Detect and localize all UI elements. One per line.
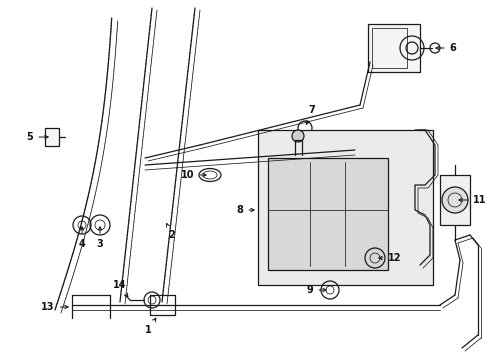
Text: 14: 14 (113, 280, 127, 297)
Text: 4: 4 (79, 227, 85, 249)
Bar (367, 24, 419, 72)
Circle shape (291, 130, 304, 142)
Circle shape (441, 187, 467, 213)
Bar (267, 158, 387, 270)
Text: 11: 11 (458, 195, 486, 205)
Text: 3: 3 (97, 227, 103, 249)
Text: 8: 8 (236, 205, 254, 215)
Text: 2: 2 (166, 224, 175, 240)
Text: 13: 13 (41, 302, 68, 312)
Text: 1: 1 (144, 318, 156, 335)
Text: 10: 10 (181, 170, 206, 180)
Text: 9: 9 (306, 285, 325, 295)
Bar (439, 175, 469, 225)
Text: 12: 12 (378, 253, 401, 263)
Bar (45, 128, 59, 146)
Text: 6: 6 (435, 43, 455, 53)
Text: 5: 5 (26, 132, 48, 142)
Bar (371, 28, 406, 68)
Bar (258, 130, 432, 285)
Text: 7: 7 (305, 105, 315, 125)
